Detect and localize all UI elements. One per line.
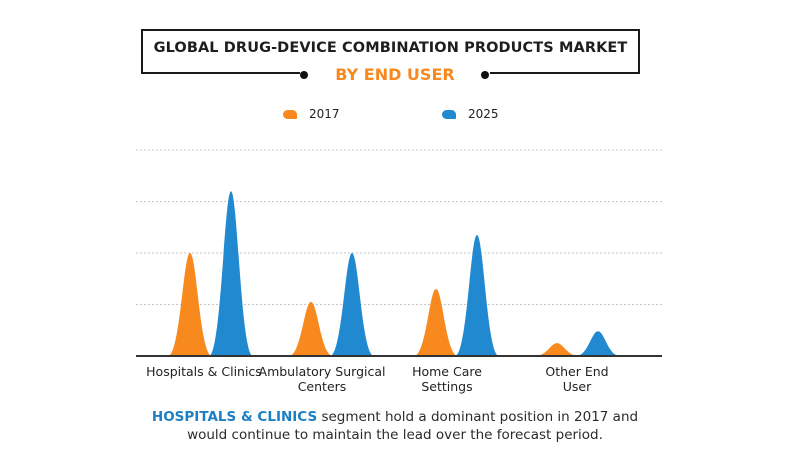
footer-line1: segment hold a dominant position in 2017… <box>317 409 639 425</box>
category-label-line: Home Care <box>412 364 482 379</box>
category-label: Hospitals & Clinics <box>134 364 274 379</box>
subtitle-right-dot <box>481 71 489 79</box>
category-label-line: User <box>562 379 592 394</box>
peak-2025-1 <box>330 253 374 356</box>
subtitle-left-dot <box>300 71 308 79</box>
peak-2025-2 <box>455 234 499 356</box>
legend-label-2017: 2017 <box>309 107 340 121</box>
footer-highlight: HOSPITALS & CLINICS <box>151 409 318 425</box>
peak-2017-0 <box>168 253 212 356</box>
legend-label-2025: 2025 <box>468 107 499 121</box>
subtitle-wrap: BY END USER <box>300 62 490 88</box>
peak-2017-2 <box>414 289 458 356</box>
category-label-line: Ambulatory Surgical <box>258 364 386 379</box>
category-label-line: Other End <box>545 364 609 379</box>
category-label-line: Hospitals & Clinics <box>146 364 262 379</box>
footer-line2: would continue to maintain the lead over… <box>187 427 603 443</box>
legend-swatch-2017 <box>283 110 297 119</box>
peak-2017-3 <box>535 343 579 356</box>
category-label-line: Settings <box>421 379 473 394</box>
category-label: Other End User <box>507 364 647 394</box>
chart-title: GLOBAL DRUG-DEVICE COMBINATION PRODUCTS … <box>153 40 628 56</box>
chart-subtitle: BY END USER <box>335 65 455 84</box>
category-label-line: Centers <box>297 379 347 394</box>
legend-swatch-2025 <box>442 110 456 119</box>
peak-2025-0 <box>209 191 253 356</box>
footer-note: HOSPITALS & CLINICS segment hold a domin… <box>0 408 790 444</box>
peak-2025-3 <box>576 331 620 356</box>
category-label: Home Care Settings <box>377 364 517 394</box>
category-label: Ambulatory Surgical Centers <box>252 364 392 394</box>
peak-2017-1 <box>289 301 333 356</box>
